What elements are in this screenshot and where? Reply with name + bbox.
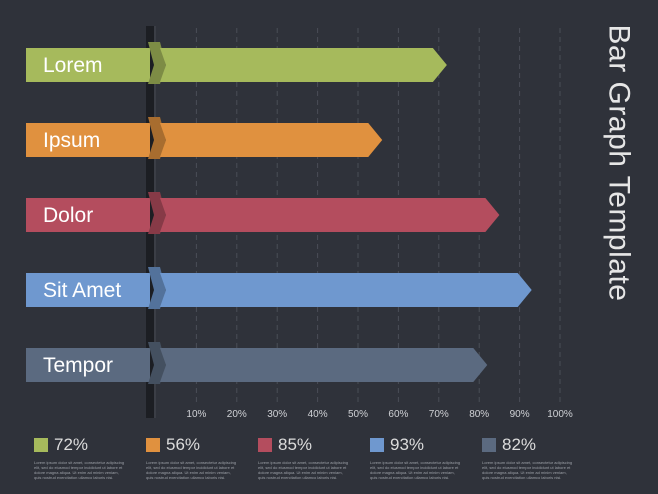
legend-description: Lorem ipsum dolor sit amet, consectetur … <box>258 460 349 480</box>
legend-swatch <box>370 438 384 452</box>
bar-value-arrow <box>160 348 488 382</box>
bar-category-label: Tempor <box>43 354 113 377</box>
bar-label-tab <box>26 198 150 232</box>
x-tick-label: 50% <box>348 409 368 420</box>
x-tick-label: 60% <box>388 409 408 420</box>
bar-fold <box>148 192 166 234</box>
bar-sit-amet: Sit Amet <box>26 267 532 309</box>
legend-item: 93% Lorem ipsum dolor sit amet, consectet… <box>370 434 470 480</box>
legend-percent: 85% <box>278 435 313 454</box>
chart-title: Bar Graph Template <box>600 18 636 308</box>
bar-category-label: Lorem <box>43 54 103 77</box>
bar-label-tab <box>26 273 150 307</box>
bar-fold <box>148 342 166 384</box>
legend-item: 56% Lorem ipsum dolor sit amet, consectet… <box>146 434 246 480</box>
x-axis-ticks: 10% 20% 30% 40% 50% 60% 70% 80% 90% 100% <box>186 409 573 420</box>
x-tick-label: 70% <box>429 409 449 420</box>
x-tick-label: 100% <box>547 409 573 420</box>
bar-category-label: Dolor <box>43 204 93 227</box>
legend-description: Lorem ipsum dolor sit amet, consectetur … <box>146 460 237 480</box>
x-tick-label: 40% <box>308 409 328 420</box>
bar-label-tab <box>26 123 150 157</box>
bar-fold <box>148 117 166 159</box>
legend-swatch <box>34 438 48 452</box>
legend-item: 72% Lorem ipsum dolor sit amet, consectet… <box>34 434 134 480</box>
bar-value-arrow <box>160 48 447 82</box>
legend-swatch <box>258 438 272 452</box>
bar-ipsum: Ipsum <box>26 117 383 159</box>
chart-title-text: Bar Graph Template <box>602 24 636 302</box>
bars-group: Lorem Ipsum Dolor Sit Amet Tempor <box>26 42 532 384</box>
bar-fold <box>148 42 166 84</box>
legend-description: Lorem ipsum dolor sit amet, consectetur … <box>370 460 461 480</box>
x-tick-label: 80% <box>469 409 489 420</box>
bar-label-tab <box>26 48 150 82</box>
bar-fold <box>148 267 166 309</box>
bar-value-arrow <box>160 198 500 232</box>
legend-description: Lorem ipsum dolor sit amet, consectetur … <box>482 460 573 480</box>
bar-category-label: Ipsum <box>43 129 100 152</box>
bar-dolor: Dolor <box>26 192 500 234</box>
legend: 72% Lorem ipsum dolor sit amet, consectet… <box>34 434 594 484</box>
x-tick-label: 10% <box>186 409 206 420</box>
legend-percent: 56% <box>166 435 201 454</box>
legend-item: 85% Lorem ipsum dolor sit amet, consectet… <box>258 434 358 480</box>
legend-item: 82% Lorem ipsum dolor sit amet, consectet… <box>482 434 582 480</box>
x-tick-label: 90% <box>510 409 530 420</box>
legend-swatch <box>146 438 160 452</box>
bar-category-label: Sit Amet <box>43 279 121 302</box>
legend-description: Lorem ipsum dolor sit amet, consectetur … <box>34 460 125 480</box>
bar-value-arrow <box>160 123 383 157</box>
legend-percent: 82% <box>502 435 537 454</box>
divider-strip <box>146 26 156 418</box>
legend-percent: 93% <box>390 435 425 454</box>
legend-swatch <box>482 438 496 452</box>
legend-percent: 72% <box>54 435 89 454</box>
bar-value-arrow <box>160 273 532 307</box>
bar-label-tab <box>26 348 150 382</box>
x-tick-label: 30% <box>267 409 287 420</box>
bar-tempor: Tempor <box>26 342 488 384</box>
x-tick-label: 20% <box>227 409 247 420</box>
bar-lorem: Lorem <box>26 42 447 84</box>
